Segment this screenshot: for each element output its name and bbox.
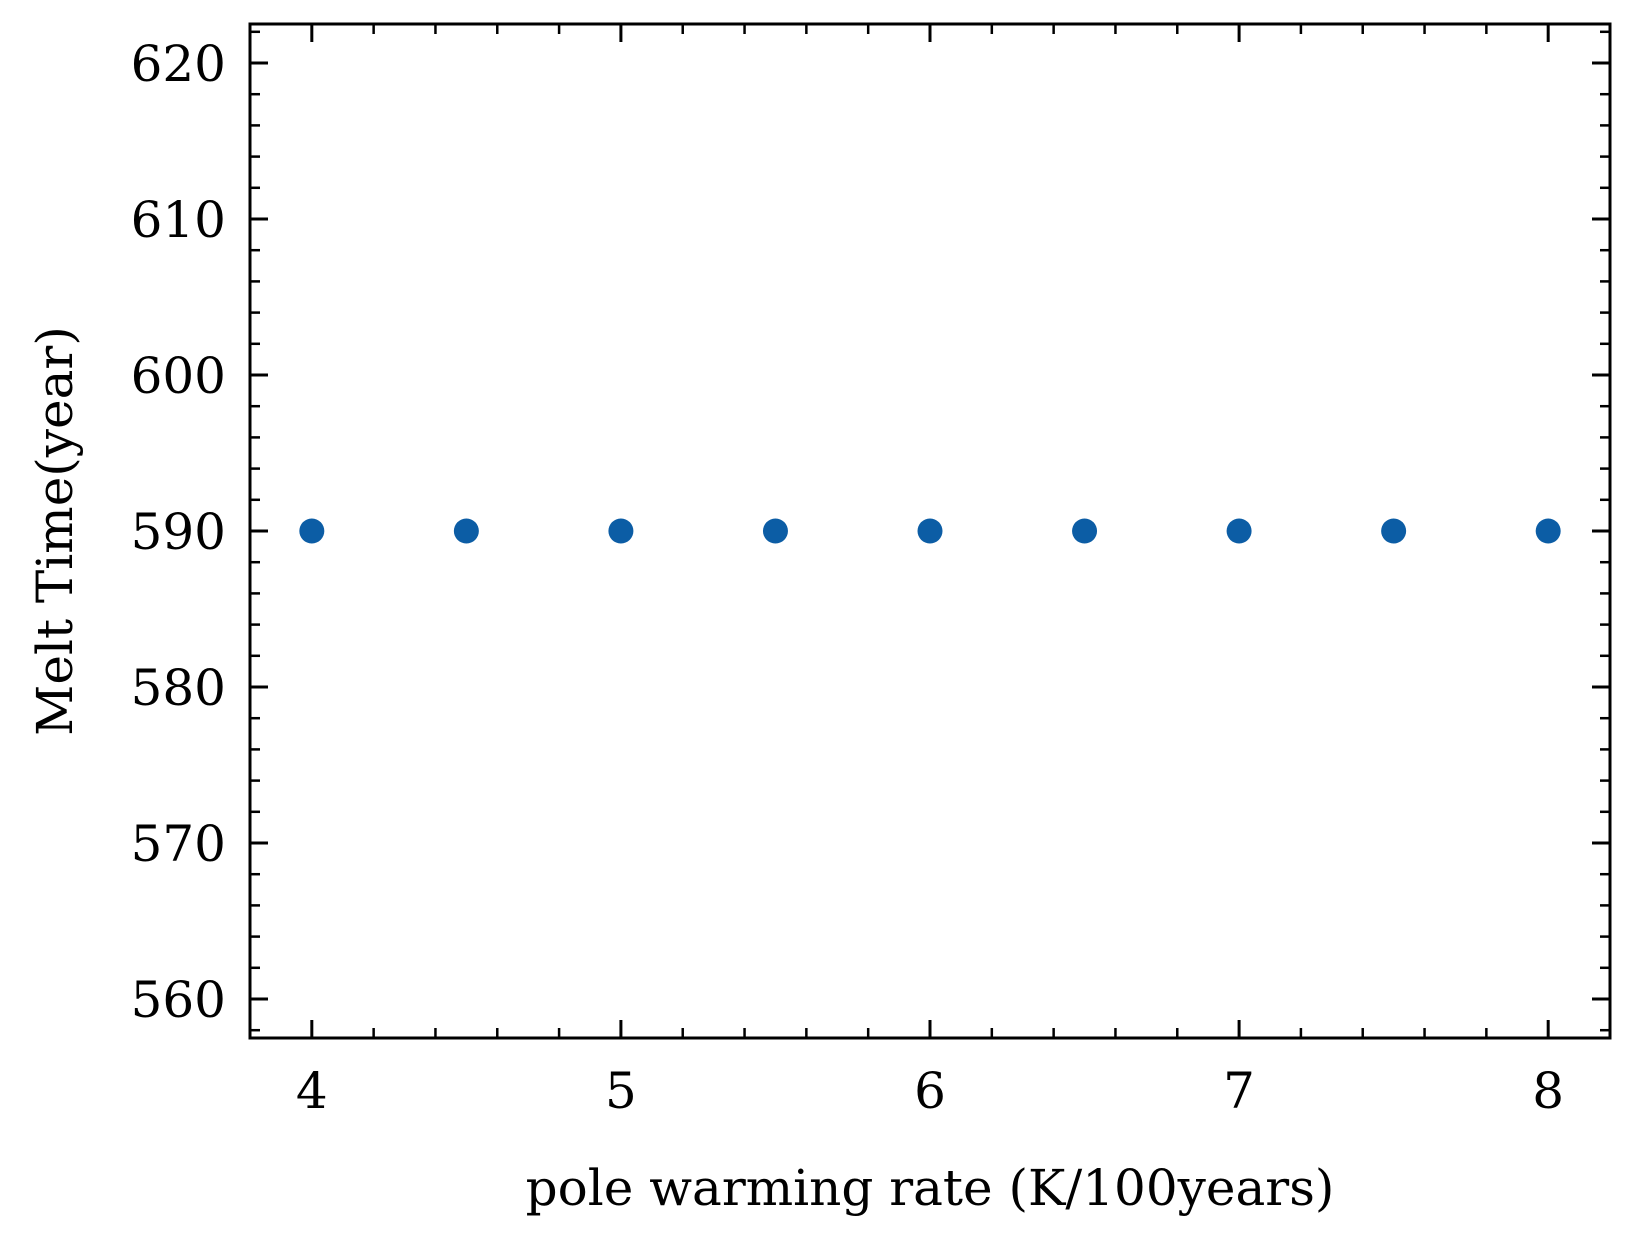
data-point xyxy=(1226,518,1252,544)
y-tick-label: 610 xyxy=(131,191,226,249)
data-point xyxy=(608,518,634,544)
plot-frame xyxy=(248,22,1612,1040)
data-point xyxy=(453,518,479,544)
data-point xyxy=(762,518,788,544)
data-points xyxy=(299,518,1561,544)
x-tick-label: 8 xyxy=(1532,1062,1564,1120)
x-tick-label: 5 xyxy=(605,1062,637,1120)
y-tick-label: 600 xyxy=(131,347,226,405)
data-point xyxy=(917,518,943,544)
data-point xyxy=(299,518,325,544)
major-ticks xyxy=(250,24,1610,1038)
x-tick-label: 7 xyxy=(1223,1062,1255,1120)
x-axis-label: pole warming rate (K/100years) xyxy=(526,1159,1335,1217)
data-point xyxy=(1535,518,1561,544)
y-tick-label: 580 xyxy=(131,659,226,717)
x-tick-labels: 4 5 6 7 8 xyxy=(296,1062,1564,1120)
data-point xyxy=(1072,518,1098,544)
x-tick-label: 6 xyxy=(914,1062,946,1120)
y-tick-labels: 560 570 580 590 600 610 620 xyxy=(131,35,226,1029)
y-tick-label: 590 xyxy=(131,503,226,561)
data-point xyxy=(1381,518,1407,544)
y-axis-label: Melt Time(year) xyxy=(26,326,84,736)
y-tick-label: 560 xyxy=(131,971,226,1029)
y-tick-label: 570 xyxy=(131,815,226,873)
y-tick-label: 620 xyxy=(131,35,226,93)
x-tick-label: 4 xyxy=(296,1062,328,1120)
